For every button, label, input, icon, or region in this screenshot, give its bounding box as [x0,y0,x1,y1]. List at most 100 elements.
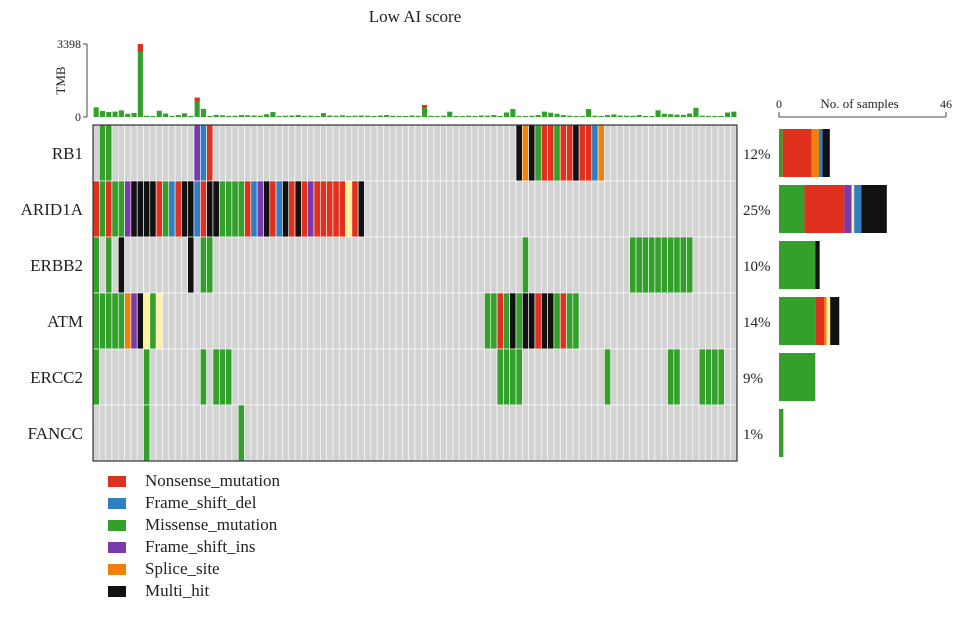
mutation-cell [282,292,290,350]
mutation-cell [124,236,132,294]
mutation-cell [174,180,182,238]
mutation-cell [540,292,548,350]
mutation-cell [212,236,220,294]
mutation-cell [673,348,681,406]
mutation-cell [604,292,612,350]
mutation-cell [263,180,271,238]
legend-label: Frame_shift_ins [145,537,256,556]
mutation-cell [654,236,662,294]
tmb-bar [529,115,535,117]
mutation-cell [206,124,214,182]
tmb-bar [592,115,598,117]
mutation-cell [231,180,239,238]
mutation-cell [616,292,624,350]
count-bar-segment [824,297,827,345]
mutation-cell [326,180,334,238]
mutation-cell [534,348,542,406]
tmb-bar [548,112,554,117]
mutation-cell [111,348,119,406]
mutation-cell [604,124,612,182]
mutation-cell [616,404,624,462]
tmb-bar [106,112,112,117]
tmb-bar [327,115,333,117]
mutation-cell [698,124,706,182]
mutation-cell [256,180,264,238]
mutation-cell [490,180,498,238]
mutation-cell [572,236,580,294]
mutation-cell [553,292,561,350]
mutation-cell [496,180,504,238]
mutation-cell [471,180,479,238]
mutation-cell [591,180,599,238]
counts-tick-label: 0 [776,97,782,111]
mutation-cell [181,180,189,238]
mutation-cell [326,236,334,294]
mutation-cell [421,124,428,182]
mutation-cell [237,348,245,406]
mutation-cell [307,404,315,462]
mutation-cell [149,292,157,350]
mutation-cell [648,292,656,350]
mutation-cell [458,124,466,182]
gene-label: ATM [47,312,83,331]
mutation-cell [490,292,498,350]
mutation-cell [730,124,738,182]
mutation-cell [679,292,687,350]
mutation-cell [402,124,409,182]
mutation-cell [256,348,264,406]
mutation-cell [149,404,157,462]
mutation-cell [585,180,593,238]
mutation-cell [465,180,473,238]
mutation-cell [648,348,656,406]
mutation-cell [212,292,220,350]
mutation-cell [547,404,555,462]
mutation-cell [477,180,485,238]
mutation-cell [307,292,315,350]
count-bar-segment [779,241,816,289]
mutation-cell [515,292,523,350]
mutation-cell [559,236,567,294]
mutation-cell [522,124,529,182]
mutation-cell [667,292,675,350]
mutation-cell [364,180,372,238]
mutation-cell [193,124,201,182]
mutation-cell [143,348,151,406]
mutation-cell [686,124,694,182]
tmb-bar [579,115,585,117]
mutation-cell [200,404,207,462]
tmb-bar [693,107,699,117]
count-bar-segment [851,185,855,233]
mutation-cell [218,404,226,462]
mutation-cell [629,404,637,462]
mutation-cell [389,236,397,294]
tmb-bar [396,115,402,117]
tmb-bar [440,115,446,117]
gene-percentage: 10% [743,259,771,275]
mutation-cell [136,124,144,182]
mutation-cell [105,292,113,350]
mutation-cell [364,348,372,406]
tmb-bar [661,113,667,117]
mutation-cell [698,404,706,462]
mutation-cell [641,404,649,462]
mutation-cell [559,404,567,462]
mutation-cell [686,236,694,294]
mutation-cell [515,180,523,238]
mutation-cell [490,124,498,182]
mutation-cell [275,180,283,238]
mutation-cell [212,404,220,462]
mutation-cell [162,236,170,294]
tmb-bar [276,115,282,117]
mutation-cell [414,292,422,350]
mutation-cell [187,404,195,462]
mutation-cell [572,348,580,406]
mutation-cell [547,124,555,182]
mutation-cell [136,180,144,238]
mutation-cell [105,180,113,238]
mutation-cell [458,180,466,238]
legend-label: Splice_site [145,559,220,578]
mutation-cell [275,236,283,294]
tmb-bar [611,114,617,117]
mutation-cell [168,180,176,238]
mutation-cell [345,348,353,406]
